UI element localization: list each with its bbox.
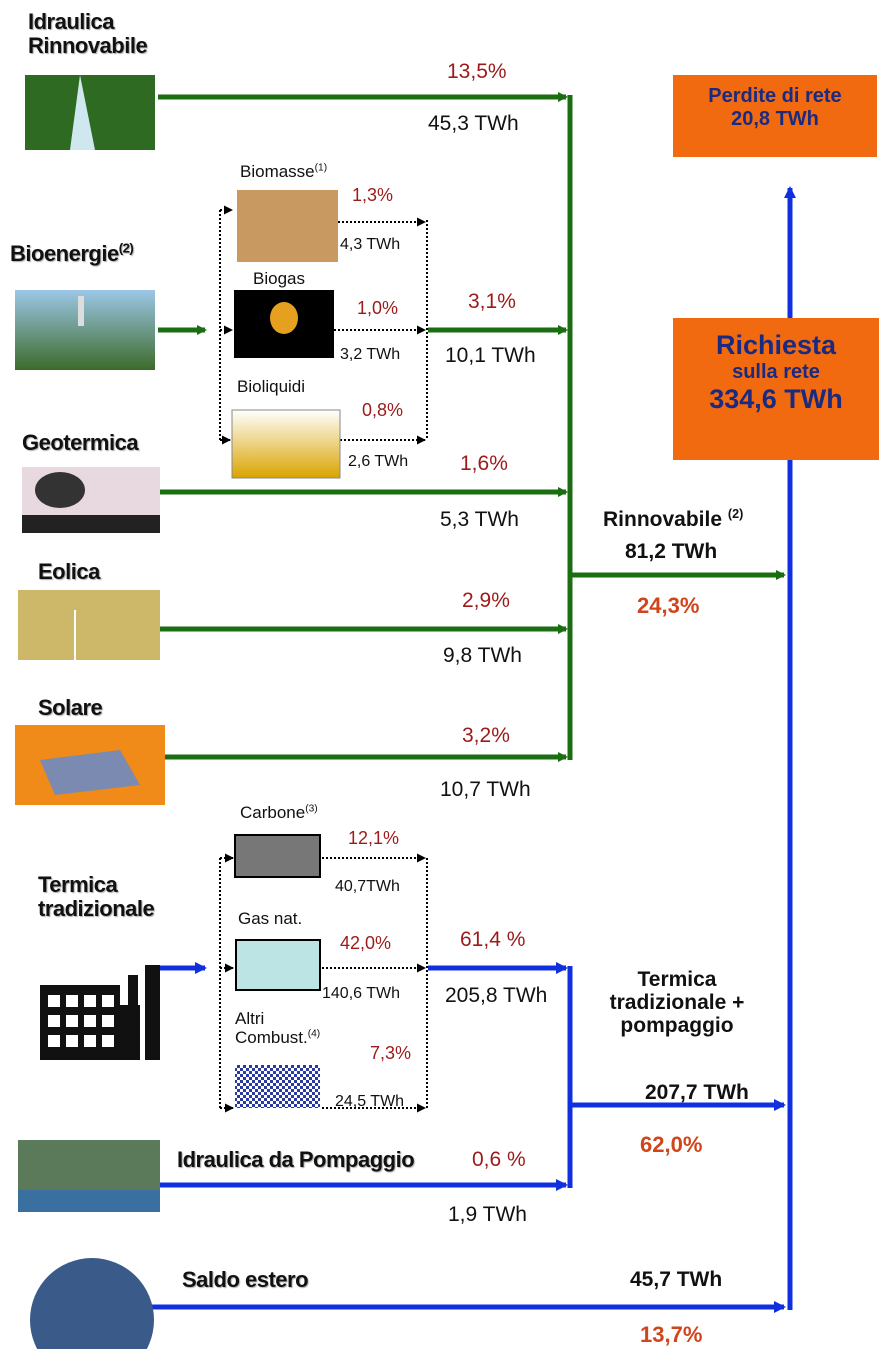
energy: 40,7TWh: [335, 878, 400, 895]
sub-label: Carbone(3): [240, 803, 318, 823]
share: 7,3%: [370, 1043, 412, 1063]
source-label: Idraulica Rinnovabile: [28, 9, 148, 59]
total-share: 62,0%: [640, 1132, 703, 1157]
sub-label: Altri Combust.(4): [235, 1009, 321, 1047]
energy: 205,8 TWh: [445, 984, 548, 1007]
share: 3,1%: [468, 290, 516, 313]
energy: 9,8 TWh: [443, 644, 522, 667]
text: Richiesta: [715, 330, 837, 360]
text: sulla rete: [732, 361, 820, 383]
text: 20,8 TWh: [731, 108, 819, 130]
text: Bioenergie: [10, 241, 119, 266]
losses-box: Perdite di rete 20,8 TWh: [673, 75, 877, 157]
sub-label: Gas nat.: [238, 909, 303, 928]
source-label: Bioenergie(2): [10, 240, 134, 266]
energy: 1,9 TWh: [448, 1203, 527, 1226]
energy: 4,3 TWh: [340, 236, 401, 253]
source-label: Termica tradizionale: [38, 872, 155, 922]
share: 61,4 %: [460, 928, 526, 951]
total-label: Rinnovabile (2): [603, 508, 743, 531]
total-label: Termica tradizionale + pompaggio: [577, 968, 777, 1037]
text: (2): [727, 507, 744, 521]
source-label: Eolica: [38, 559, 100, 584]
total-share: 24,3%: [637, 593, 700, 618]
share: 1,0%: [357, 298, 399, 318]
share: 1,3%: [352, 185, 394, 205]
share: 2,9%: [462, 589, 510, 612]
total-energy: 81,2 TWh: [625, 540, 718, 563]
share: 3,2%: [462, 724, 510, 747]
text: Biomasse: [240, 162, 315, 181]
sub-label: Biomasse(1): [240, 162, 328, 182]
total-energy: 207,7 TWh: [645, 1081, 749, 1104]
text: tradizionale +: [609, 991, 745, 1015]
energy: 24,5 TWh: [335, 1093, 405, 1110]
demand-box: Richiesta sulla rete 334,6 TWh: [673, 318, 879, 460]
energy: 3,2 TWh: [340, 346, 401, 363]
source-label: Idraulica da Pompaggio: [177, 1147, 415, 1172]
energy: 5,3 TWh: [440, 508, 519, 531]
text: Termica: [637, 968, 717, 991]
share: 12,1%: [348, 828, 400, 848]
energy: 2,6 TWh: [348, 453, 409, 470]
share: 0,6 %: [472, 1148, 526, 1171]
text: Termica: [38, 872, 118, 897]
share: 13,5%: [447, 60, 507, 83]
sub-label: Bioliquidi: [237, 377, 306, 396]
sub-label: Biogas: [253, 269, 305, 288]
text: Perdite di rete: [708, 85, 842, 107]
text: (1): [314, 162, 328, 174]
text: Rinnovabile: [603, 508, 723, 531]
share: 0,8%: [362, 400, 404, 420]
energy: 10,1 TWh: [445, 344, 536, 367]
text: Combust.: [235, 1027, 308, 1047]
text: pompaggio: [620, 1014, 734, 1038]
source-label: Geotermica: [22, 430, 139, 455]
text: Altri: [235, 1009, 265, 1028]
source-label: Saldo estero: [182, 1267, 309, 1292]
text: Idraulica: [28, 9, 114, 34]
energy: 45,3 TWh: [428, 112, 519, 135]
pictures: [15, 75, 341, 1349]
text: 334,6 TWh: [709, 384, 843, 414]
text: (2): [118, 240, 134, 256]
total-share: 13,7%: [640, 1322, 703, 1347]
text: (3): [305, 803, 318, 815]
source-label: Solare: [38, 695, 103, 720]
share: 42,0%: [340, 933, 392, 953]
text: Carbone: [240, 803, 306, 822]
energy: 10,7 TWh: [440, 778, 531, 801]
text: Rinnovabile: [28, 33, 148, 59]
energy: 140,6 TWh: [322, 985, 400, 1002]
total-energy: 45,7 TWh: [630, 1268, 723, 1291]
text: (4): [307, 1028, 321, 1040]
text: tradizionale: [38, 896, 155, 922]
share: 1,6%: [460, 452, 508, 475]
